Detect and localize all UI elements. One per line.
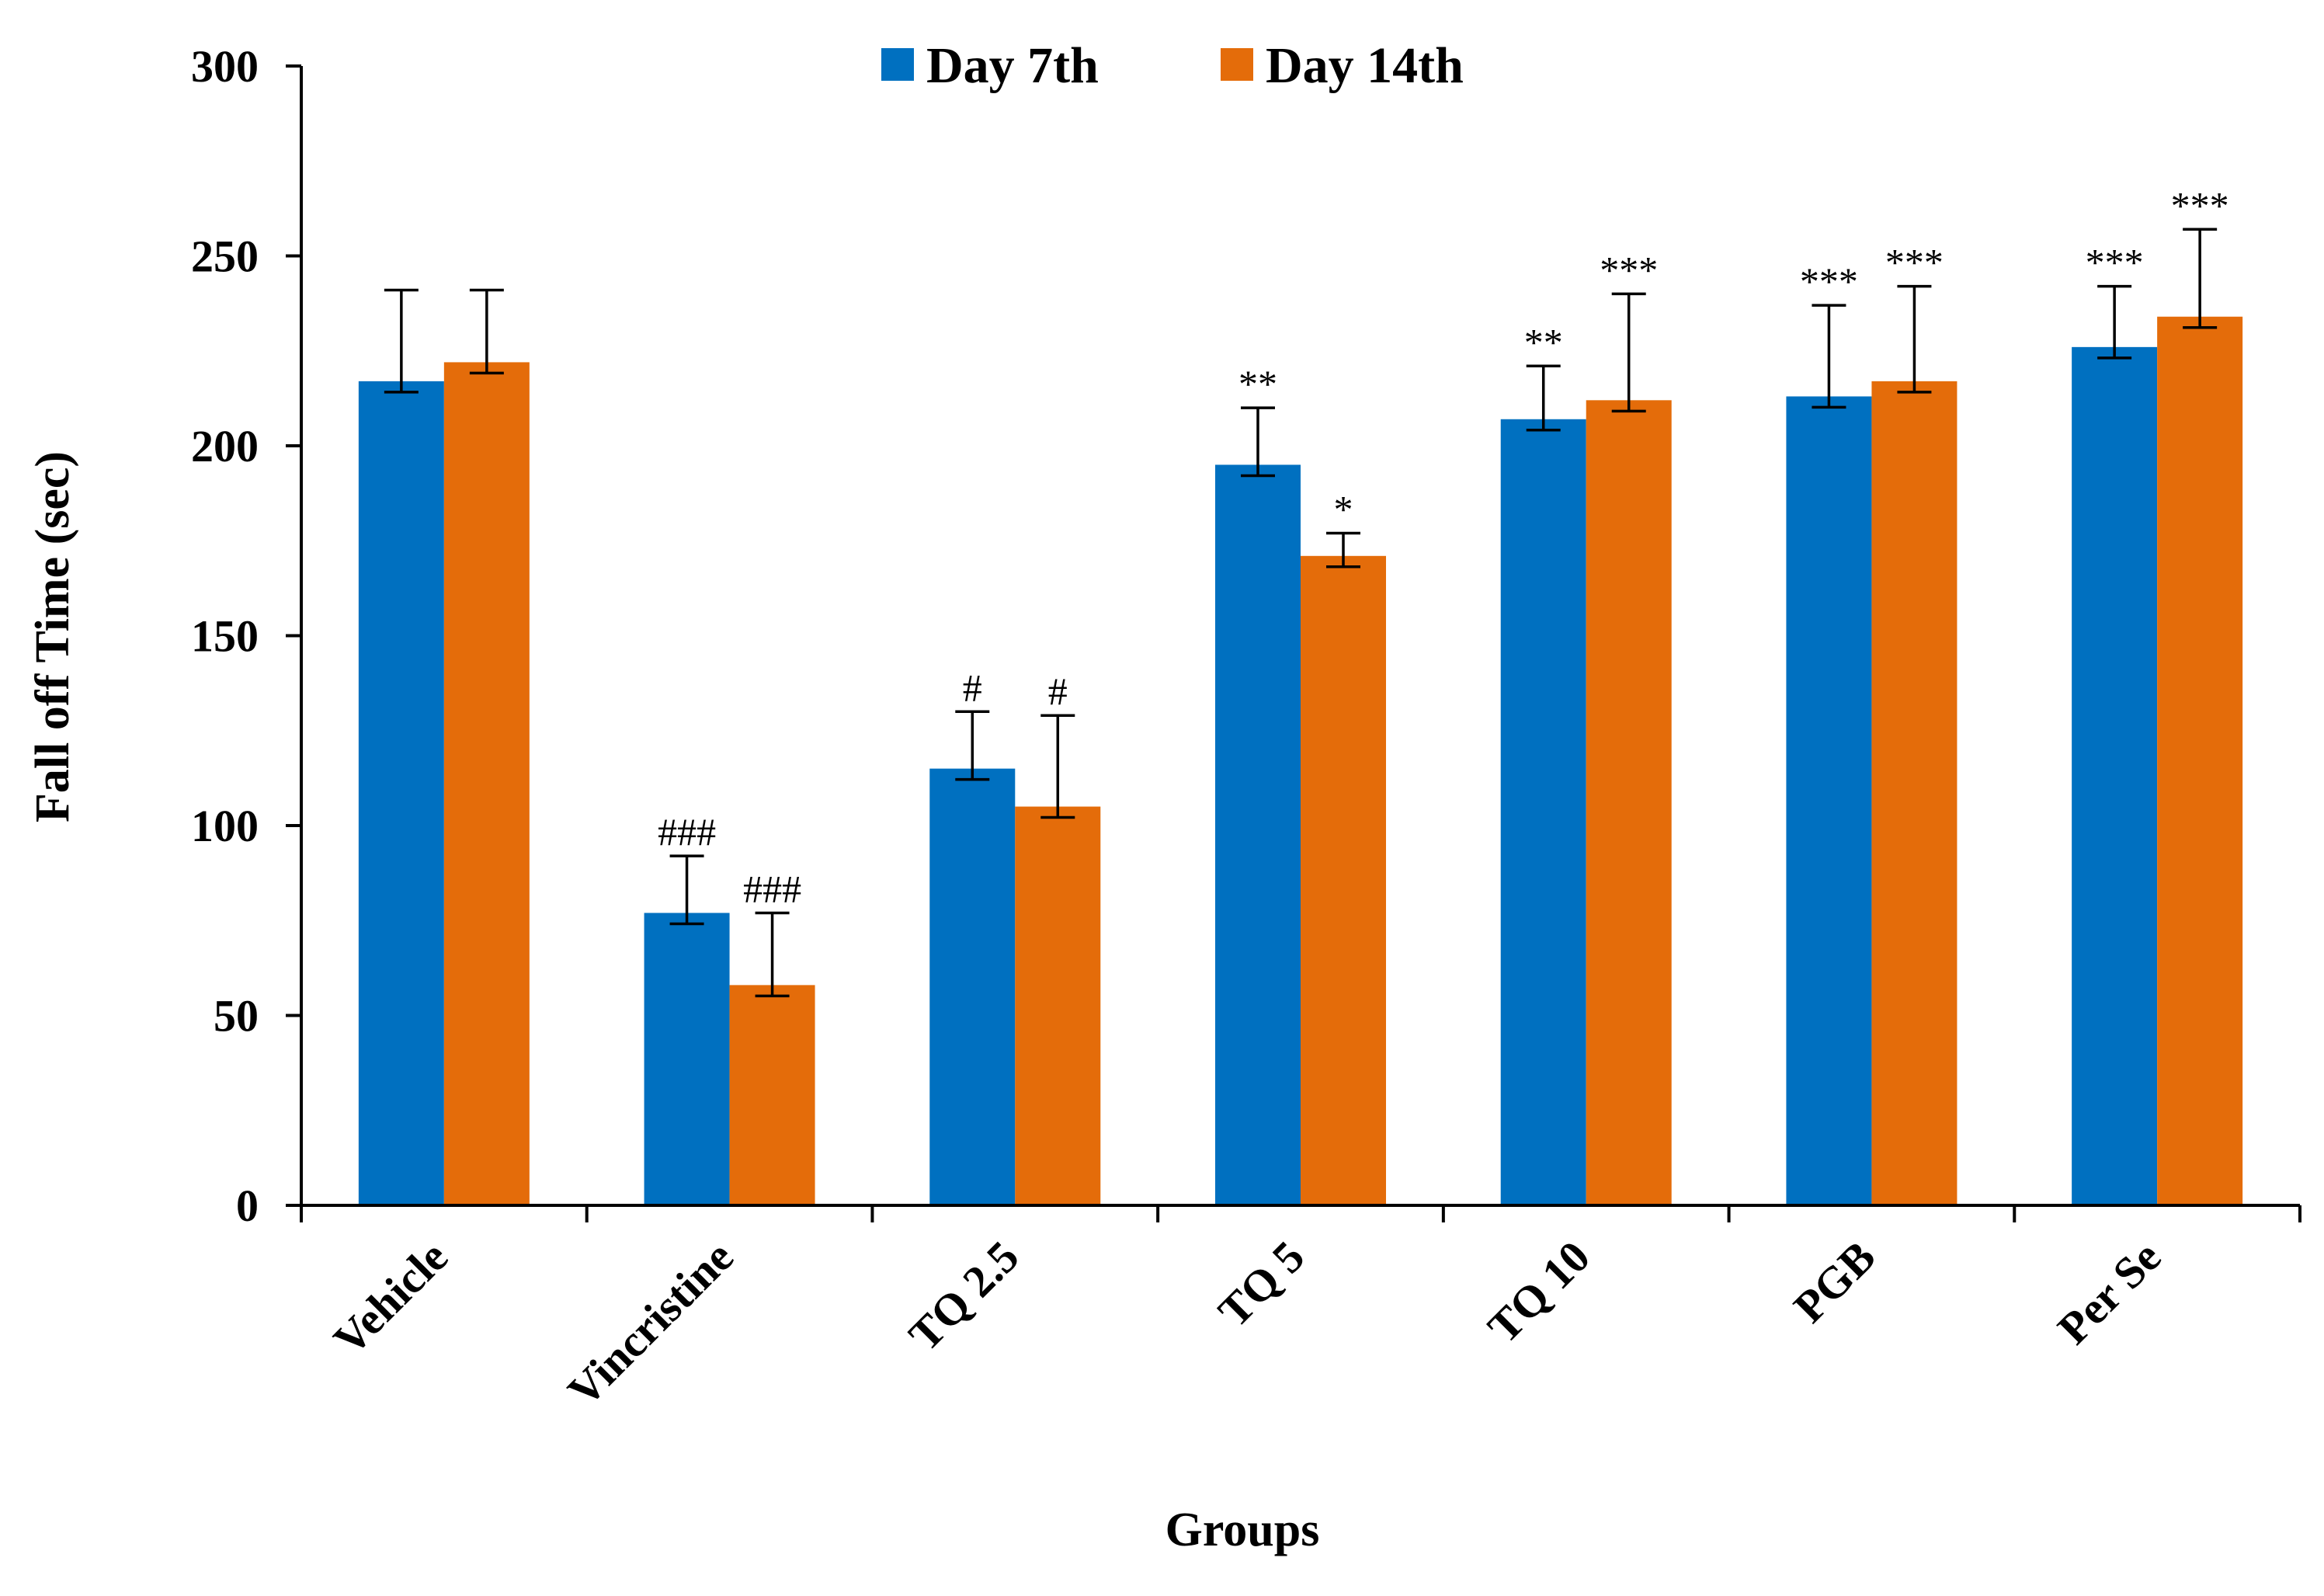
bar-day7-2 bbox=[929, 768, 1016, 1205]
x-tick-label-6: Per Se bbox=[2048, 1231, 2170, 1354]
bar-day14-4 bbox=[1586, 400, 1672, 1205]
significance-label-1-6: *** bbox=[2171, 183, 2229, 227]
bar-day7-3 bbox=[1215, 464, 1301, 1205]
plot-area: Vehicle######Vincristine# #TQ 2.5***TQ 5*… bbox=[191, 41, 2301, 1416]
legend: Day 7th Day 14th bbox=[881, 37, 1464, 94]
legend-swatch-day14 bbox=[1221, 48, 1253, 81]
y-tick-label-3: 150 bbox=[191, 611, 259, 662]
x-tick-label-0: Vehicle bbox=[324, 1231, 457, 1365]
y-tick-label-6: 300 bbox=[191, 41, 259, 92]
significance-label-1-2: # bbox=[1048, 669, 1068, 713]
bar-day7-1 bbox=[644, 913, 730, 1205]
legend-swatch-day7 bbox=[881, 48, 914, 81]
x-tick-label-3: TQ 5 bbox=[1208, 1231, 1314, 1337]
y-tick-label-1: 50 bbox=[214, 991, 259, 1041]
bar-day7-6 bbox=[2072, 346, 2158, 1205]
y-axis-title: Fall off Time (sec) bbox=[26, 451, 79, 822]
x-tick-label-5: PGB bbox=[1784, 1231, 1885, 1332]
significance-label-0-2: # bbox=[963, 666, 982, 709]
bar-day14-6 bbox=[2157, 316, 2243, 1205]
significance-label-0-3: ** bbox=[1238, 362, 1277, 405]
bar-day14-5 bbox=[1871, 381, 1958, 1205]
bar-day14-3 bbox=[1301, 555, 1386, 1205]
bar-day14-0 bbox=[443, 362, 530, 1205]
significance-label-1-3: * bbox=[1334, 487, 1353, 530]
bar-day7-0 bbox=[358, 381, 444, 1205]
significance-label-1-4: *** bbox=[1600, 248, 1658, 291]
significance-label-0-4: ** bbox=[1524, 320, 1563, 363]
y-tick-label-4: 200 bbox=[191, 421, 259, 471]
bar-day14-2 bbox=[1015, 806, 1101, 1205]
significance-label-1-1: ### bbox=[743, 867, 801, 910]
legend-label-day7: Day 7th bbox=[926, 37, 1099, 94]
y-tick-label-5: 250 bbox=[191, 231, 259, 282]
significance-label-0-5: *** bbox=[1800, 259, 1858, 303]
bar-day14-1 bbox=[729, 985, 815, 1205]
x-axis-title: Groups bbox=[1165, 1504, 1320, 1556]
bar-day7-5 bbox=[1786, 396, 1872, 1206]
y-tick-label-0: 0 bbox=[236, 1180, 259, 1231]
x-tick-label-4: TQ 10 bbox=[1478, 1231, 1599, 1352]
significance-label-0-6: *** bbox=[2086, 241, 2144, 284]
x-tick-label-1: Vincristine bbox=[558, 1231, 743, 1416]
significance-label-0-1: ### bbox=[658, 810, 716, 854]
y-tick-label-2: 100 bbox=[191, 801, 259, 851]
legend-label-day14: Day 14th bbox=[1266, 37, 1464, 94]
bar-day7-4 bbox=[1500, 419, 1586, 1205]
significance-label-1-5: *** bbox=[1885, 241, 1944, 284]
x-tick-label-2: TQ 2.5 bbox=[899, 1231, 1029, 1361]
